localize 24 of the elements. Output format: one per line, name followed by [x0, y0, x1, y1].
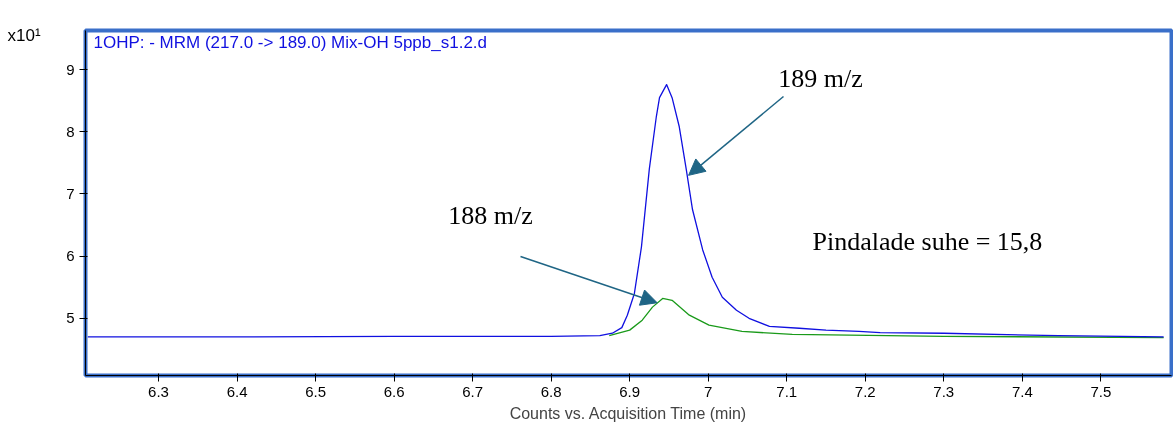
- x-axis-title: Counts vs. Acquisition Time (min): [509, 404, 747, 422]
- x-tick-label: 6.3: [148, 382, 169, 400]
- y-tick-label: 5: [66, 309, 75, 327]
- x-tick-label: 7.5: [1090, 382, 1112, 400]
- y-axis-title: x10¹: [7, 25, 41, 45]
- x-tick-label: 6.7: [462, 382, 484, 400]
- x-tick-label: 7.4: [1011, 382, 1033, 400]
- x-tick-label: 6.6: [383, 382, 405, 400]
- x-tick-label: 6.8: [540, 382, 562, 400]
- x-tick-label: 7: [704, 382, 713, 400]
- x-tick-label: 7.1: [776, 382, 798, 400]
- annotation: 188 m/z: [448, 201, 533, 230]
- x-tick-label: 6.4: [226, 382, 248, 400]
- x-tick-label: 6.9: [619, 382, 641, 400]
- annotation: Pindalade suhe = 15,8: [812, 227, 1043, 256]
- annotation: 189 m/z: [778, 64, 863, 93]
- x-tick-label: 7.3: [933, 382, 955, 400]
- x-tick-label: 6.5: [305, 382, 327, 400]
- y-tick-label: 8: [66, 122, 75, 140]
- x-tick-label: 7.2: [854, 382, 876, 400]
- y-tick-label: 9: [66, 60, 75, 78]
- y-tick-label: 6: [66, 247, 75, 265]
- chart-title: 1OHP: - MRM (217.0 -> 189.0) Mix-OH 5ppb_s1.2.d: [93, 33, 488, 52]
- y-tick-label: 7: [66, 184, 75, 202]
